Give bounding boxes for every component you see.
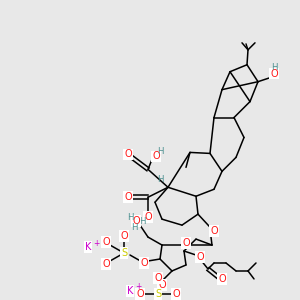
Text: O: O	[172, 289, 180, 299]
Text: O: O	[136, 289, 144, 299]
Text: +: +	[93, 238, 99, 247]
Text: O: O	[182, 238, 190, 248]
Text: O: O	[102, 237, 110, 247]
Text: H: H	[127, 213, 133, 222]
Text: O: O	[154, 273, 162, 283]
Text: S: S	[121, 248, 127, 258]
Text: H: H	[139, 217, 145, 226]
Text: O: O	[124, 192, 132, 202]
Text: O: O	[144, 212, 152, 222]
Text: O: O	[218, 274, 226, 284]
Text: O: O	[120, 231, 128, 241]
Text: O: O	[158, 280, 166, 290]
Text: K: K	[85, 242, 91, 252]
Text: O: O	[196, 252, 204, 262]
Text: +: +	[135, 282, 141, 291]
Text: O: O	[132, 216, 140, 226]
Text: O: O	[140, 258, 148, 268]
Text: O: O	[124, 149, 132, 159]
Text: H: H	[157, 175, 163, 184]
Text: O: O	[210, 226, 218, 236]
Text: K: K	[127, 286, 133, 296]
Text: O: O	[152, 152, 160, 161]
Text: H: H	[131, 223, 137, 232]
Text: S: S	[155, 289, 161, 299]
Text: H: H	[157, 147, 163, 156]
Text: O: O	[102, 259, 110, 269]
Text: O: O	[270, 69, 278, 79]
Text: H: H	[271, 63, 277, 72]
